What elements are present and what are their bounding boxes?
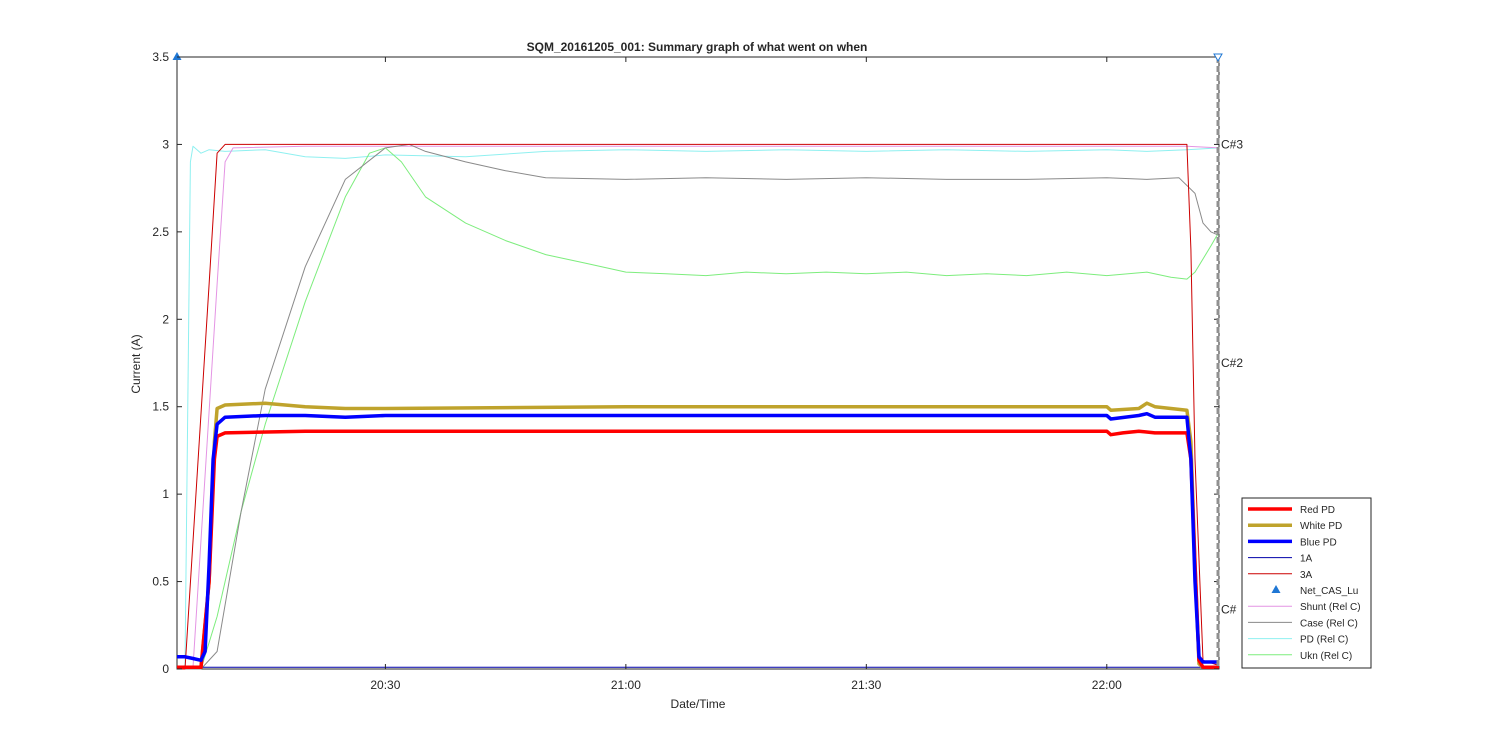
y-tick-label: 2.5	[152, 225, 169, 239]
y-tick-label: 2	[162, 312, 169, 326]
y-tick-label: 0	[162, 662, 169, 676]
x-tick-label: 21:30	[851, 678, 881, 692]
y-tick-label: 0.5	[152, 575, 169, 589]
y-tick-label: 3	[162, 137, 169, 151]
y-tick-label: 1	[162, 487, 169, 501]
legend-label: White PD	[1300, 521, 1342, 532]
legend-label: Blue PD	[1300, 537, 1337, 548]
legend-label: Shunt (Rel C)	[1300, 602, 1361, 613]
plot-area	[176, 56, 1220, 670]
x-tick-label: 22:00	[1092, 678, 1122, 692]
legend-label: Ukn (Rel C)	[1300, 651, 1352, 662]
series-ukn-rel-c-line	[177, 147, 1220, 670]
event-marker-triangle	[1213, 53, 1223, 63]
legend-label: 1A	[1300, 554, 1313, 565]
y-tick-label: 1.5	[152, 400, 169, 414]
x-tick-label: 20:30	[370, 678, 400, 692]
annotation-label: C#3	[1221, 137, 1243, 151]
legend-label: Net_CAS_Lu	[1300, 586, 1358, 597]
series-shunt-rel-c-line	[176, 145, 1220, 670]
legend-swatch-net-cas-lu	[1271, 585, 1281, 593]
annotation-label: C#2	[1221, 356, 1243, 370]
annotation-label: C#	[1221, 603, 1237, 617]
axes-layer: 0 0.5 1 1.5 2 2.5 3 3.5 20:30 21:00 21:30 22:00	[152, 50, 1219, 692]
annotation-layer: C#3 C#2 C#	[1213, 53, 1243, 669]
series-layer	[172, 52, 1220, 670]
legend-label: Red PD	[1300, 505, 1335, 516]
legend-label: 3A	[1300, 570, 1313, 581]
legend: Red PD White PD Blue PD 1A 3A Net_CAS_Lu Shunt…	[1241, 497, 1372, 669]
series-case-rel-c-line	[177, 143, 1220, 670]
y-tick-label: 3.5	[152, 50, 169, 64]
legend-label: PD (Rel C)	[1300, 635, 1348, 646]
series-3a-line	[177, 143, 1220, 670]
x-tick-label: 21:00	[611, 678, 641, 692]
chart-title: SQM_20161205_001: Summary graph of what …	[527, 40, 868, 54]
y-axis-label: Current (A)	[129, 334, 143, 393]
x-axis-label: Date/Time	[671, 697, 726, 711]
series-blue-pd-line	[177, 411, 1219, 664]
legend-label: Case (Rel C)	[1300, 618, 1358, 629]
series-net-cas-lu-marker	[172, 52, 182, 60]
series-pd-rel-c-line	[176, 145, 1220, 670]
